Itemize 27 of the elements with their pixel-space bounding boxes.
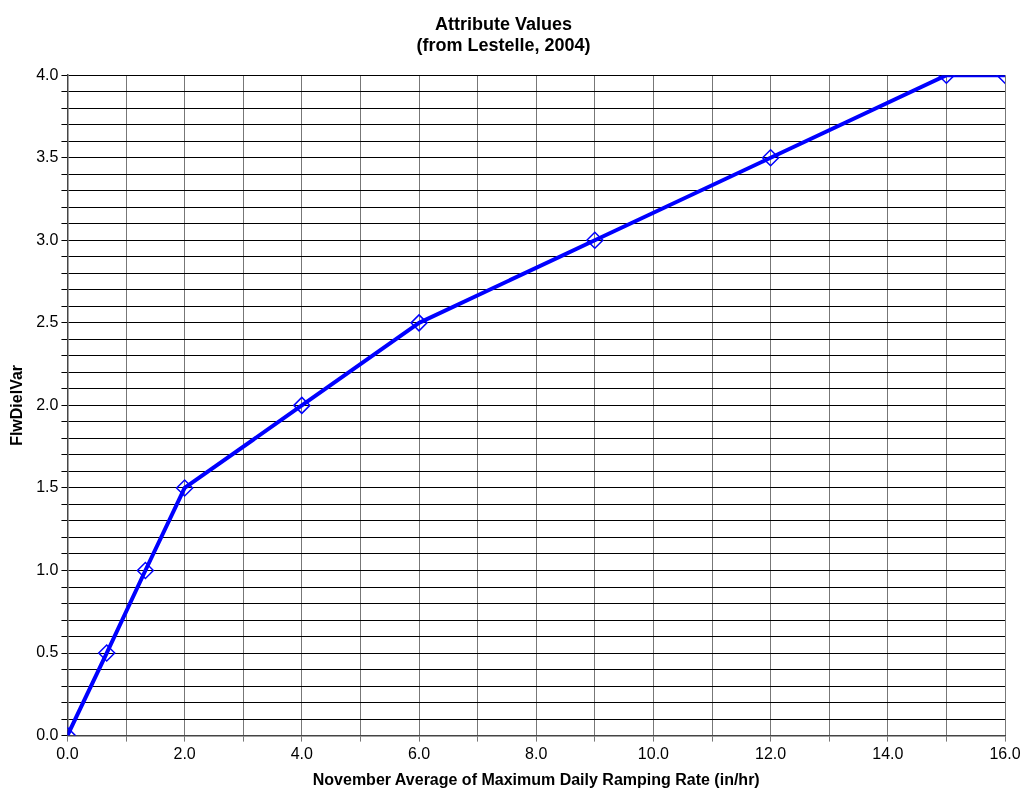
point — [175, 479, 194, 497]
x-tick-label: 6.0 — [407, 744, 431, 762]
y-tick-label: 3.0 — [36, 230, 59, 248]
y-tick-label: 0.5 — [36, 643, 59, 661]
x-tick-label: 8.0 — [525, 744, 548, 762]
point — [136, 561, 155, 580]
chart-title: Attribute Values (from Lestelle, 2004) — [416, 13, 591, 56]
y-tick-label: 1.0 — [36, 560, 59, 578]
x-tick-label: 4.0 — [290, 744, 314, 762]
point — [293, 396, 311, 415]
x-tick-label: 12.0 — [755, 744, 787, 762]
x-tick-label: 16.0 — [989, 744, 1021, 762]
point — [97, 644, 116, 662]
point — [586, 231, 604, 250]
y-tick-label: 0.0 — [36, 726, 59, 744]
y-tick-label: 2.5 — [36, 313, 59, 331]
y-tick-label: 4.0 — [36, 65, 59, 83]
x-tick-label: 0.0 — [56, 744, 79, 762]
x-tick-label: 10.0 — [637, 744, 670, 762]
x-tick-label: 14.0 — [872, 744, 904, 762]
y-axis-title: FlwDielVar — [8, 364, 26, 446]
y-tick-label: 3.5 — [36, 148, 59, 166]
point — [410, 314, 428, 332]
x-axis-title: November Average of Maximum Daily Ramping Rate (in/hr) — [312, 770, 760, 788]
x-tick-label: 2.0 — [173, 744, 196, 762]
y-tick-label: 1.5 — [36, 478, 59, 496]
y-tick-label: 2.0 — [36, 395, 59, 413]
